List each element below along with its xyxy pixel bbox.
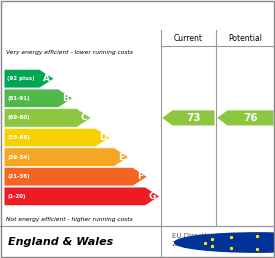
Text: EU Directive
2002/91/EC: EU Directive 2002/91/EC — [172, 233, 215, 247]
Polygon shape — [217, 110, 274, 125]
Polygon shape — [4, 167, 147, 186]
Polygon shape — [162, 110, 214, 125]
Text: (55-68): (55-68) — [7, 135, 30, 140]
Text: D: D — [99, 133, 106, 142]
Text: (39-54): (39-54) — [7, 155, 30, 160]
Text: (81-91): (81-91) — [7, 96, 30, 101]
Circle shape — [175, 233, 275, 252]
Text: England & Wales: England & Wales — [8, 237, 114, 247]
Text: Potential: Potential — [229, 34, 262, 43]
Polygon shape — [4, 109, 91, 127]
Text: (21-38): (21-38) — [7, 174, 30, 179]
Text: (92 plus): (92 plus) — [7, 76, 35, 81]
Polygon shape — [4, 148, 128, 166]
Text: E: E — [118, 153, 124, 162]
Text: 73: 73 — [186, 113, 201, 123]
Text: C: C — [81, 114, 87, 122]
Text: Energy Efficiency Rating: Energy Efficiency Rating — [8, 8, 192, 21]
Text: Not energy efficient - higher running costs: Not energy efficient - higher running co… — [6, 217, 132, 222]
Text: (69-80): (69-80) — [7, 115, 30, 120]
Text: B: B — [62, 94, 69, 103]
Text: Very energy efficient - lower running costs: Very energy efficient - lower running co… — [6, 50, 133, 55]
Polygon shape — [4, 187, 159, 206]
Text: F: F — [137, 172, 143, 181]
Text: G: G — [149, 192, 156, 201]
Text: (1-20): (1-20) — [7, 194, 26, 199]
Text: 76: 76 — [243, 113, 258, 123]
Polygon shape — [4, 89, 73, 108]
Text: A: A — [43, 74, 50, 83]
Polygon shape — [4, 128, 110, 147]
Polygon shape — [4, 69, 54, 88]
Text: Current: Current — [174, 34, 203, 43]
